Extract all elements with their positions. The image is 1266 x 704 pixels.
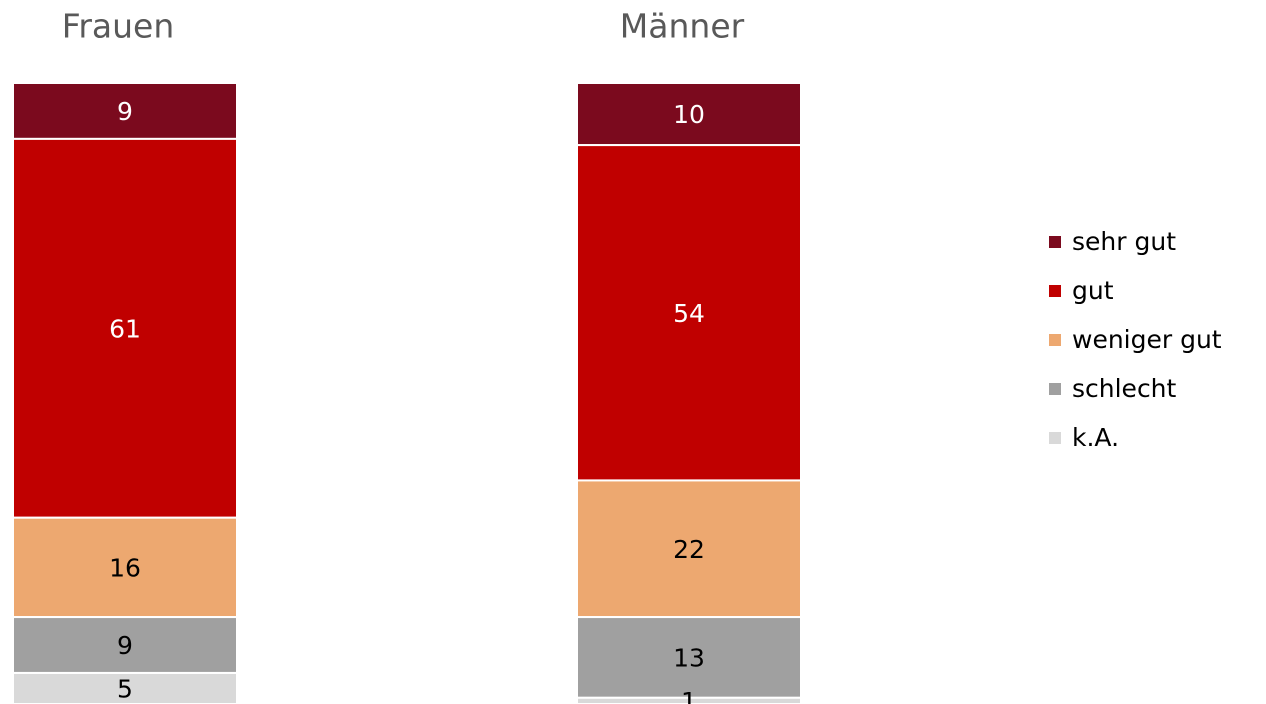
data-label: 16 <box>109 553 141 582</box>
legend-label: sehr gut <box>1072 227 1176 256</box>
data-label: 10 <box>673 100 705 129</box>
data-label: 13 <box>673 643 705 672</box>
data-label: 54 <box>673 299 705 328</box>
legend-label: weniger gut <box>1072 325 1222 354</box>
legend-label: schlecht <box>1072 374 1177 403</box>
bar-segment <box>12 616 238 674</box>
data-label: 1 <box>681 687 697 704</box>
legend-label: gut <box>1072 276 1114 305</box>
bar-segment <box>12 82 238 140</box>
legend-swatch <box>1049 383 1061 395</box>
legend-swatch <box>1049 334 1061 346</box>
legend-label: k.A. <box>1072 423 1119 452</box>
data-label: 9 <box>117 97 133 126</box>
data-label: 22 <box>673 535 705 564</box>
bar-segment <box>576 479 802 619</box>
bar-segment <box>576 616 802 699</box>
legend-swatch <box>1049 285 1061 297</box>
category-label: Frauen <box>62 7 175 46</box>
legend-swatch <box>1049 236 1061 248</box>
category-label: Männer <box>620 7 745 46</box>
data-label: 5 <box>117 674 133 703</box>
data-label: 9 <box>117 631 133 660</box>
bar-segment <box>12 671 238 704</box>
legend-swatch <box>1049 432 1061 444</box>
bar-segment <box>576 82 802 147</box>
bar-segment <box>576 144 802 482</box>
bar-segment <box>12 516 238 619</box>
data-label: 61 <box>109 314 141 343</box>
bar-segment <box>12 137 238 519</box>
